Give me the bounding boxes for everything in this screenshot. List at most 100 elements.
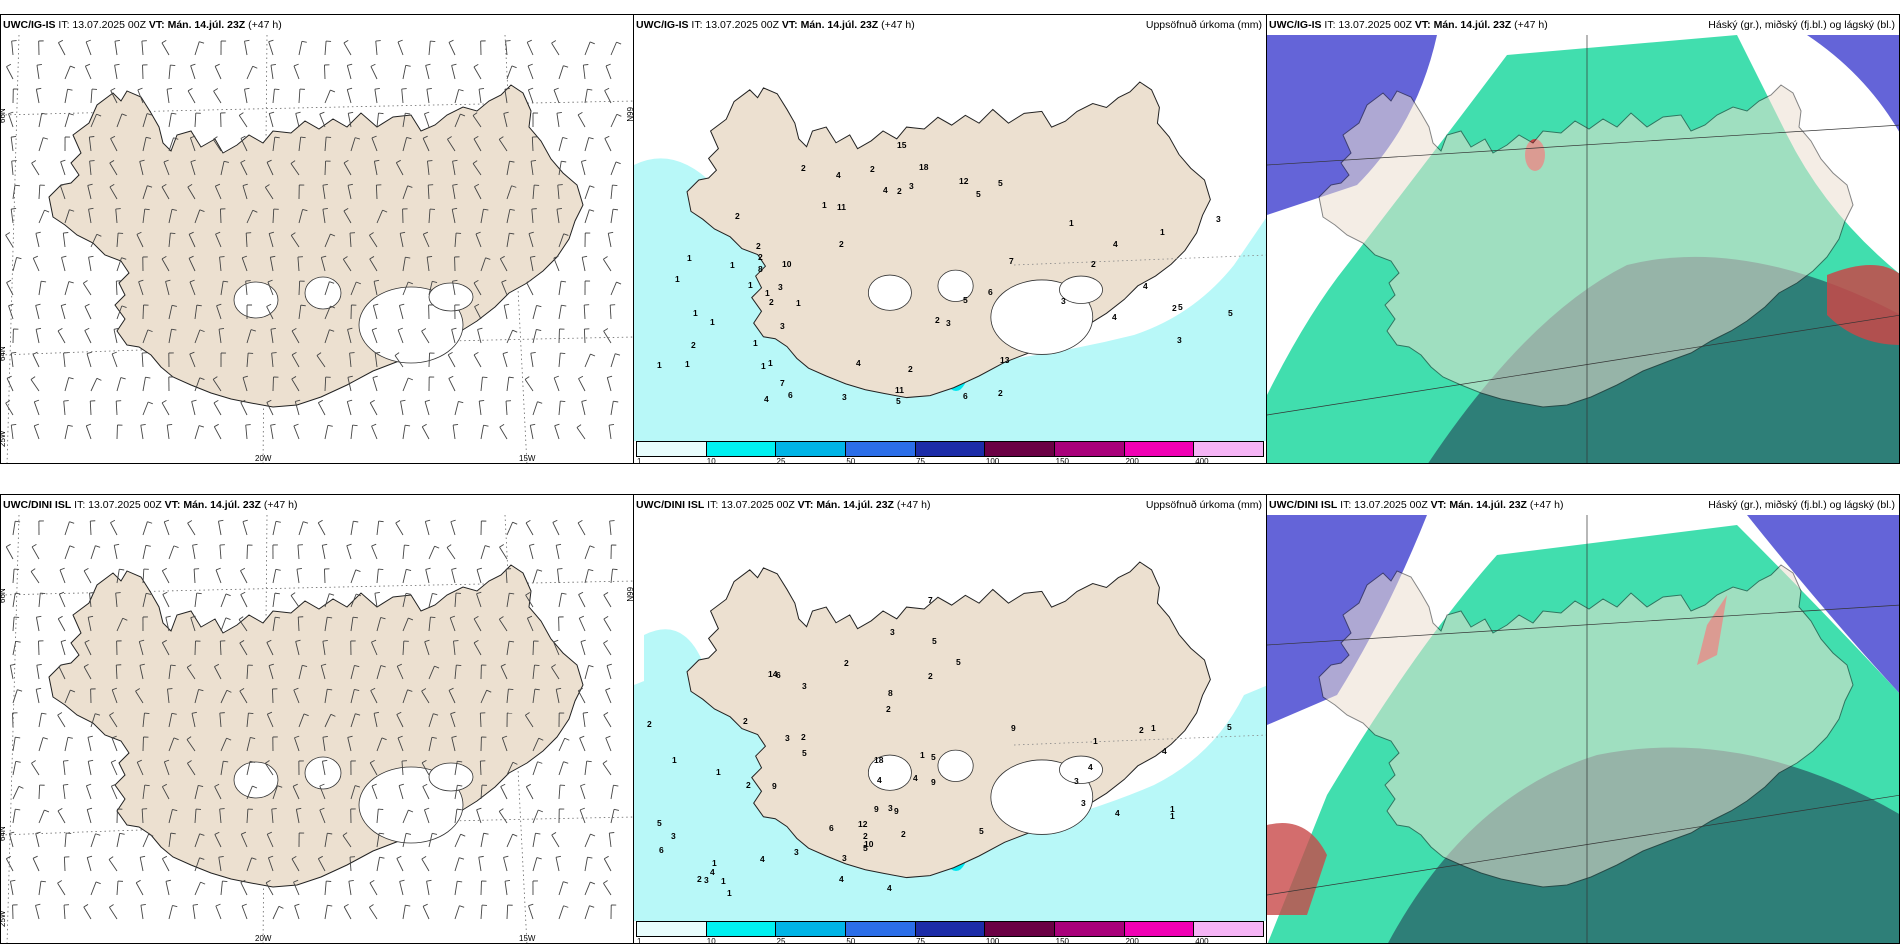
precip-value: 1 [1160, 227, 1165, 237]
wind-barb [57, 712, 66, 728]
wind-barb [36, 663, 42, 680]
legend-label: 400 [1195, 937, 1209, 944]
precip-value: 2 [901, 829, 906, 839]
wind-barb [428, 832, 438, 848]
wind-barb [480, 208, 489, 224]
legend-label: 10 [706, 457, 716, 464]
wind-barb [142, 329, 153, 344]
wind-barb [246, 65, 258, 80]
wind-barb [35, 831, 41, 848]
wind-barb [582, 64, 589, 80]
wind-barb [528, 903, 534, 920]
wind-barb [298, 280, 305, 296]
wind-barb [350, 137, 361, 152]
wind-barb [89, 160, 95, 176]
wind-barb [135, 688, 144, 704]
precip-map: 1112112212111111122111117322443265341087… [634, 81, 1266, 441]
wind-barb [532, 761, 543, 776]
wind-barb [610, 784, 619, 800]
wind-barb [324, 832, 333, 848]
wind-barb [109, 160, 118, 176]
wind-barb [161, 567, 170, 584]
wind-barb [506, 833, 518, 848]
wind-barb [219, 808, 225, 824]
wind-barb [31, 760, 40, 776]
wind-barb [609, 304, 616, 320]
precip-value: 1 [765, 288, 770, 298]
precip-value: 2 [935, 315, 940, 325]
wind-barb [322, 207, 328, 224]
wind-barb [168, 664, 176, 680]
wind-barb [396, 663, 404, 680]
wind-barb [116, 305, 127, 320]
wind-barb [324, 688, 333, 704]
wind-barb [297, 544, 303, 560]
precip-legend: 1 10 25 50 75 100 150 200 400 [634, 439, 1266, 463]
precip-value: 3 [780, 321, 785, 331]
wind-barb [64, 832, 72, 848]
wind-barb [609, 520, 615, 536]
wind-barb [584, 41, 595, 56]
wind-barb [347, 735, 353, 752]
wind-barb [141, 808, 148, 824]
legend-swatch [985, 442, 1056, 456]
wind-barb [165, 279, 171, 296]
wind-barb [220, 112, 226, 128]
wind-barb [298, 664, 308, 680]
wind-barb [532, 737, 544, 752]
wind-barb [272, 736, 278, 752]
wind-barb [218, 327, 225, 344]
wind-barb [554, 423, 560, 440]
wind-barb [220, 280, 229, 296]
wind-barb [454, 256, 460, 272]
precip-value: 5 [1228, 308, 1233, 318]
wind-barb [194, 689, 204, 704]
wind-barb [584, 185, 595, 200]
precip-value: 8 [758, 264, 763, 274]
wind-barb [602, 256, 612, 272]
wind-barb [35, 303, 41, 320]
precip-value: 1 [693, 308, 698, 318]
wind-barb [213, 399, 222, 416]
wind-barb [558, 137, 568, 152]
wind-barb [245, 424, 251, 440]
wind-barb [350, 808, 356, 824]
wind-barb [350, 520, 359, 536]
wind-barb [451, 63, 457, 80]
wind-barb [320, 255, 327, 272]
precip-value: 1 [796, 298, 801, 308]
legend-swatch [1194, 922, 1264, 936]
wind-barb [63, 400, 69, 416]
precip-value: 7 [780, 378, 785, 388]
wind-barb [293, 423, 300, 440]
panel-header: UWC/DINI ISL IT: 13.07.2025 00Z VT: Mán.… [1269, 499, 1563, 511]
wind-barb [142, 136, 152, 152]
graticule [1267, 604, 1899, 646]
wind-barb [163, 759, 170, 776]
wind-barb [605, 63, 612, 80]
wind-barb [216, 303, 222, 320]
wind-barb [87, 735, 93, 752]
lead-time: (+47 h) [263, 499, 298, 511]
wind-barb [581, 399, 587, 416]
wind-barb [603, 712, 612, 728]
wind-barb [36, 63, 42, 80]
wind-barb [324, 424, 333, 440]
wind-barb [402, 809, 414, 824]
wind-barb [168, 376, 174, 392]
precip-value: 1 [822, 200, 827, 210]
wind-barb [581, 255, 588, 272]
wind-barb [558, 784, 566, 800]
wind-barb [12, 520, 21, 536]
wind-barb [142, 376, 151, 392]
wind-barb [453, 640, 459, 656]
wind-barb [480, 832, 489, 848]
wind-barb [116, 617, 128, 632]
wind-barb [506, 376, 514, 392]
wind-barb [395, 159, 404, 176]
wind-barb [142, 185, 153, 200]
wind-barb [454, 592, 462, 608]
wind-barb [264, 760, 274, 776]
precip-value: 1 [716, 767, 721, 777]
precip-value: 4 [1088, 762, 1093, 772]
